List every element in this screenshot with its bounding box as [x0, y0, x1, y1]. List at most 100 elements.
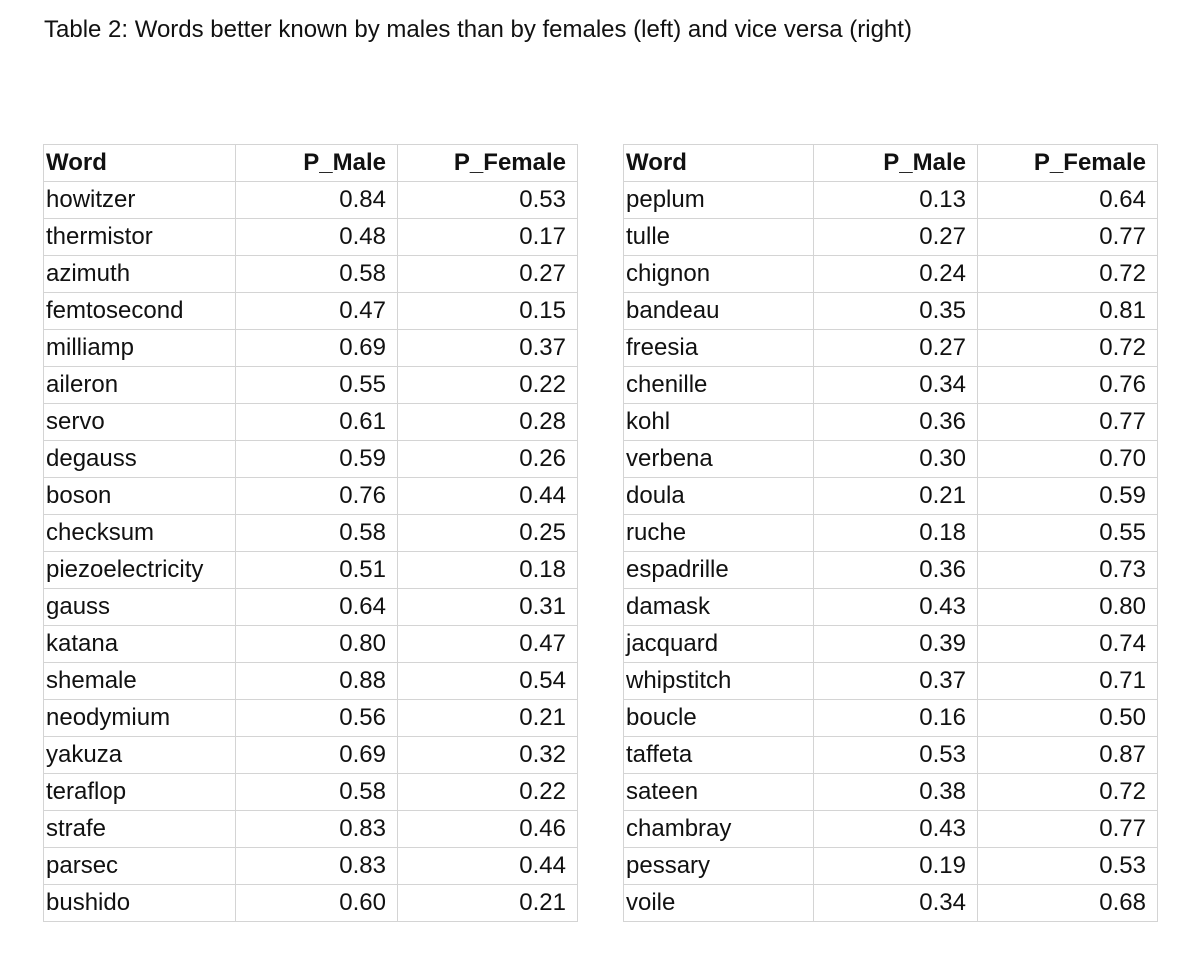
word-cell: jacquard: [623, 625, 814, 663]
word-cell: parsec: [43, 847, 236, 885]
table-row: peplum 0.13 0.64: [623, 181, 1158, 219]
column-header-p-male: P_Male: [813, 144, 978, 182]
word-cell: teraflop: [43, 773, 236, 811]
p-female-cell: 0.46: [397, 810, 578, 848]
p-female-cell: 0.21: [397, 699, 578, 737]
table-row: piezoelectricity 0.51 0.18: [43, 551, 578, 589]
word-cell: doula: [623, 477, 814, 515]
word-cell: boucle: [623, 699, 814, 737]
word-cell: bushido: [43, 884, 236, 922]
word-cell: checksum: [43, 514, 236, 552]
p-female-cell: 0.15: [397, 292, 578, 330]
p-female-cell: 0.87: [977, 736, 1158, 774]
table-row: jacquard 0.39 0.74: [623, 625, 1158, 663]
p-male-cell: 0.80: [235, 625, 398, 663]
p-female-cell: 0.81: [977, 292, 1158, 330]
table-row: yakuza 0.69 0.32: [43, 736, 578, 774]
word-cell: ruche: [623, 514, 814, 552]
header-row: Word P_Male P_Female: [623, 144, 1158, 182]
p-male-cell: 0.76: [235, 477, 398, 515]
p-male-cell: 0.84: [235, 181, 398, 219]
p-female-cell: 0.44: [397, 847, 578, 885]
p-female-cell: 0.54: [397, 662, 578, 700]
table-row: checksum 0.58 0.25: [43, 514, 578, 552]
word-cell: thermistor: [43, 218, 236, 256]
table-row: damask 0.43 0.80: [623, 588, 1158, 626]
word-cell: boson: [43, 477, 236, 515]
p-female-cell: 0.25: [397, 514, 578, 552]
table-row: verbena 0.30 0.70: [623, 440, 1158, 478]
p-female-cell: 0.55: [977, 514, 1158, 552]
column-header-word: Word: [623, 144, 814, 182]
p-male-cell: 0.55: [235, 366, 398, 404]
p-female-cell: 0.68: [977, 884, 1158, 922]
p-male-cell: 0.60: [235, 884, 398, 922]
p-male-cell: 0.18: [813, 514, 978, 552]
p-female-cell: 0.32: [397, 736, 578, 774]
p-male-cell: 0.64: [235, 588, 398, 626]
word-cell: bandeau: [623, 292, 814, 330]
table-row: azimuth 0.58 0.27: [43, 255, 578, 293]
p-female-cell: 0.77: [977, 810, 1158, 848]
table-row: parsec 0.83 0.44: [43, 847, 578, 885]
p-female-cell: 0.31: [397, 588, 578, 626]
table-row: aileron 0.55 0.22: [43, 366, 578, 404]
word-cell: milliamp: [43, 329, 236, 367]
p-female-cell: 0.44: [397, 477, 578, 515]
word-cell: gauss: [43, 588, 236, 626]
table-row: shemale 0.88 0.54: [43, 662, 578, 700]
p-male-cell: 0.48: [235, 218, 398, 256]
p-female-cell: 0.22: [397, 366, 578, 404]
p-male-cell: 0.56: [235, 699, 398, 737]
p-male-cell: 0.51: [235, 551, 398, 589]
table-row: espadrille 0.36 0.73: [623, 551, 1158, 589]
table-row: chambray 0.43 0.77: [623, 810, 1158, 848]
p-male-cell: 0.58: [235, 255, 398, 293]
table-row: chignon 0.24 0.72: [623, 255, 1158, 293]
p-male-cell: 0.30: [813, 440, 978, 478]
p-female-cell: 0.64: [977, 181, 1158, 219]
table-row: pessary 0.19 0.53: [623, 847, 1158, 885]
word-cell: peplum: [623, 181, 814, 219]
p-male-cell: 0.58: [235, 773, 398, 811]
table-row: kohl 0.36 0.77: [623, 403, 1158, 441]
table-row: howitzer 0.84 0.53: [43, 181, 578, 219]
p-female-cell: 0.77: [977, 403, 1158, 441]
word-cell: azimuth: [43, 255, 236, 293]
word-cell: yakuza: [43, 736, 236, 774]
p-male-cell: 0.58: [235, 514, 398, 552]
p-male-cell: 0.59: [235, 440, 398, 478]
p-male-cell: 0.69: [235, 736, 398, 774]
column-header-p-female: P_Female: [977, 144, 1158, 182]
p-male-cell: 0.27: [813, 218, 978, 256]
p-male-cell: 0.88: [235, 662, 398, 700]
word-cell: damask: [623, 588, 814, 626]
word-cell: strafe: [43, 810, 236, 848]
p-female-cell: 0.72: [977, 255, 1158, 293]
word-cell: tulle: [623, 218, 814, 256]
p-female-cell: 0.17: [397, 218, 578, 256]
word-cell: verbena: [623, 440, 814, 478]
p-female-cell: 0.53: [977, 847, 1158, 885]
p-female-cell: 0.37: [397, 329, 578, 367]
word-cell: shemale: [43, 662, 236, 700]
p-female-cell: 0.28: [397, 403, 578, 441]
word-cell: chambray: [623, 810, 814, 848]
word-cell: pessary: [623, 847, 814, 885]
p-female-cell: 0.76: [977, 366, 1158, 404]
p-male-cell: 0.53: [813, 736, 978, 774]
p-male-cell: 0.83: [235, 810, 398, 848]
table-row: voile 0.34 0.68: [623, 884, 1158, 922]
p-female-cell: 0.21: [397, 884, 578, 922]
p-male-cell: 0.35: [813, 292, 978, 330]
header-row: Word P_Male P_Female: [43, 144, 578, 182]
table-row: milliamp 0.69 0.37: [43, 329, 578, 367]
p-male-cell: 0.83: [235, 847, 398, 885]
p-female-cell: 0.18: [397, 551, 578, 589]
p-female-cell: 0.59: [977, 477, 1158, 515]
word-cell: howitzer: [43, 181, 236, 219]
table-row: tulle 0.27 0.77: [623, 218, 1158, 256]
table-row: strafe 0.83 0.46: [43, 810, 578, 848]
table-row: chenille 0.34 0.76: [623, 366, 1158, 404]
p-male-cell: 0.39: [813, 625, 978, 663]
